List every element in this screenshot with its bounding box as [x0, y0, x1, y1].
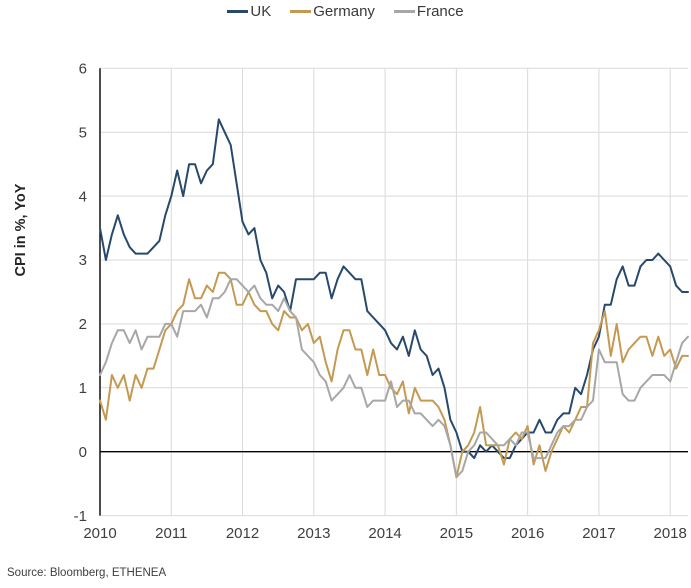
series-line-uk [99, 118, 689, 460]
y-tick-label-6: 6 [79, 61, 87, 78]
x-tick-label-2011: 2011 [155, 525, 187, 542]
source-note: Source: Bloomberg, ETHENEA [7, 567, 167, 579]
y-tick-label-4: 4 [79, 188, 87, 205]
x-tick-label-2017: 2017 [582, 525, 615, 542]
legend-item-uk: UK [227, 3, 271, 20]
x-tick-label-2014: 2014 [368, 525, 401, 542]
y-tick-label-3: 3 [79, 252, 87, 269]
x-tick-label-2012: 2012 [226, 525, 259, 542]
y-tick-label-0: 0 [79, 444, 87, 461]
y-tick-label-5: 5 [79, 124, 87, 141]
x-tick-label-2013: 2013 [297, 525, 330, 542]
legend-item-france: France [393, 3, 464, 20]
series-line-france [99, 278, 689, 479]
y-tick-label-1: 1 [79, 380, 87, 397]
legend-line-swatch-uk [227, 10, 249, 13]
legend-label-france: France [416, 3, 464, 20]
x-tick-label-2015: 2015 [440, 525, 473, 542]
legend-label-uk: UK [250, 3, 272, 20]
legend-item-germany: Germany [290, 3, 375, 20]
y-tick-label--1: -1 [74, 508, 87, 525]
legend-line-swatch-germany [290, 10, 312, 13]
legend-label-germany: Germany [313, 3, 375, 20]
legend-line-swatch-france [393, 10, 415, 13]
chart-legend: UK Germany France [0, 3, 691, 20]
x-tick-label-2010: 2010 [83, 525, 116, 542]
series-line-germany [99, 271, 689, 479]
x-tick-label-2018: 2018 [653, 525, 686, 542]
x-tick-label-2016: 2016 [511, 525, 544, 542]
y-tick-label-2: 2 [79, 316, 87, 333]
